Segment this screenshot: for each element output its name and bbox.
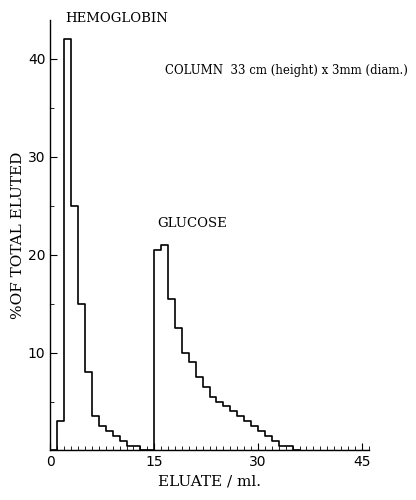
Text: HEMOGLOBIN: HEMOGLOBIN bbox=[66, 12, 168, 24]
X-axis label: ELUATE / ml.: ELUATE / ml. bbox=[158, 475, 261, 489]
Y-axis label: %OF TOTAL ELUTED: %OF TOTAL ELUTED bbox=[11, 152, 25, 319]
Text: COLUMN  33 cm (height) x 3mm (diam.): COLUMN 33 cm (height) x 3mm (diam.) bbox=[165, 64, 407, 77]
Text: GLUCOSE: GLUCOSE bbox=[158, 217, 228, 230]
